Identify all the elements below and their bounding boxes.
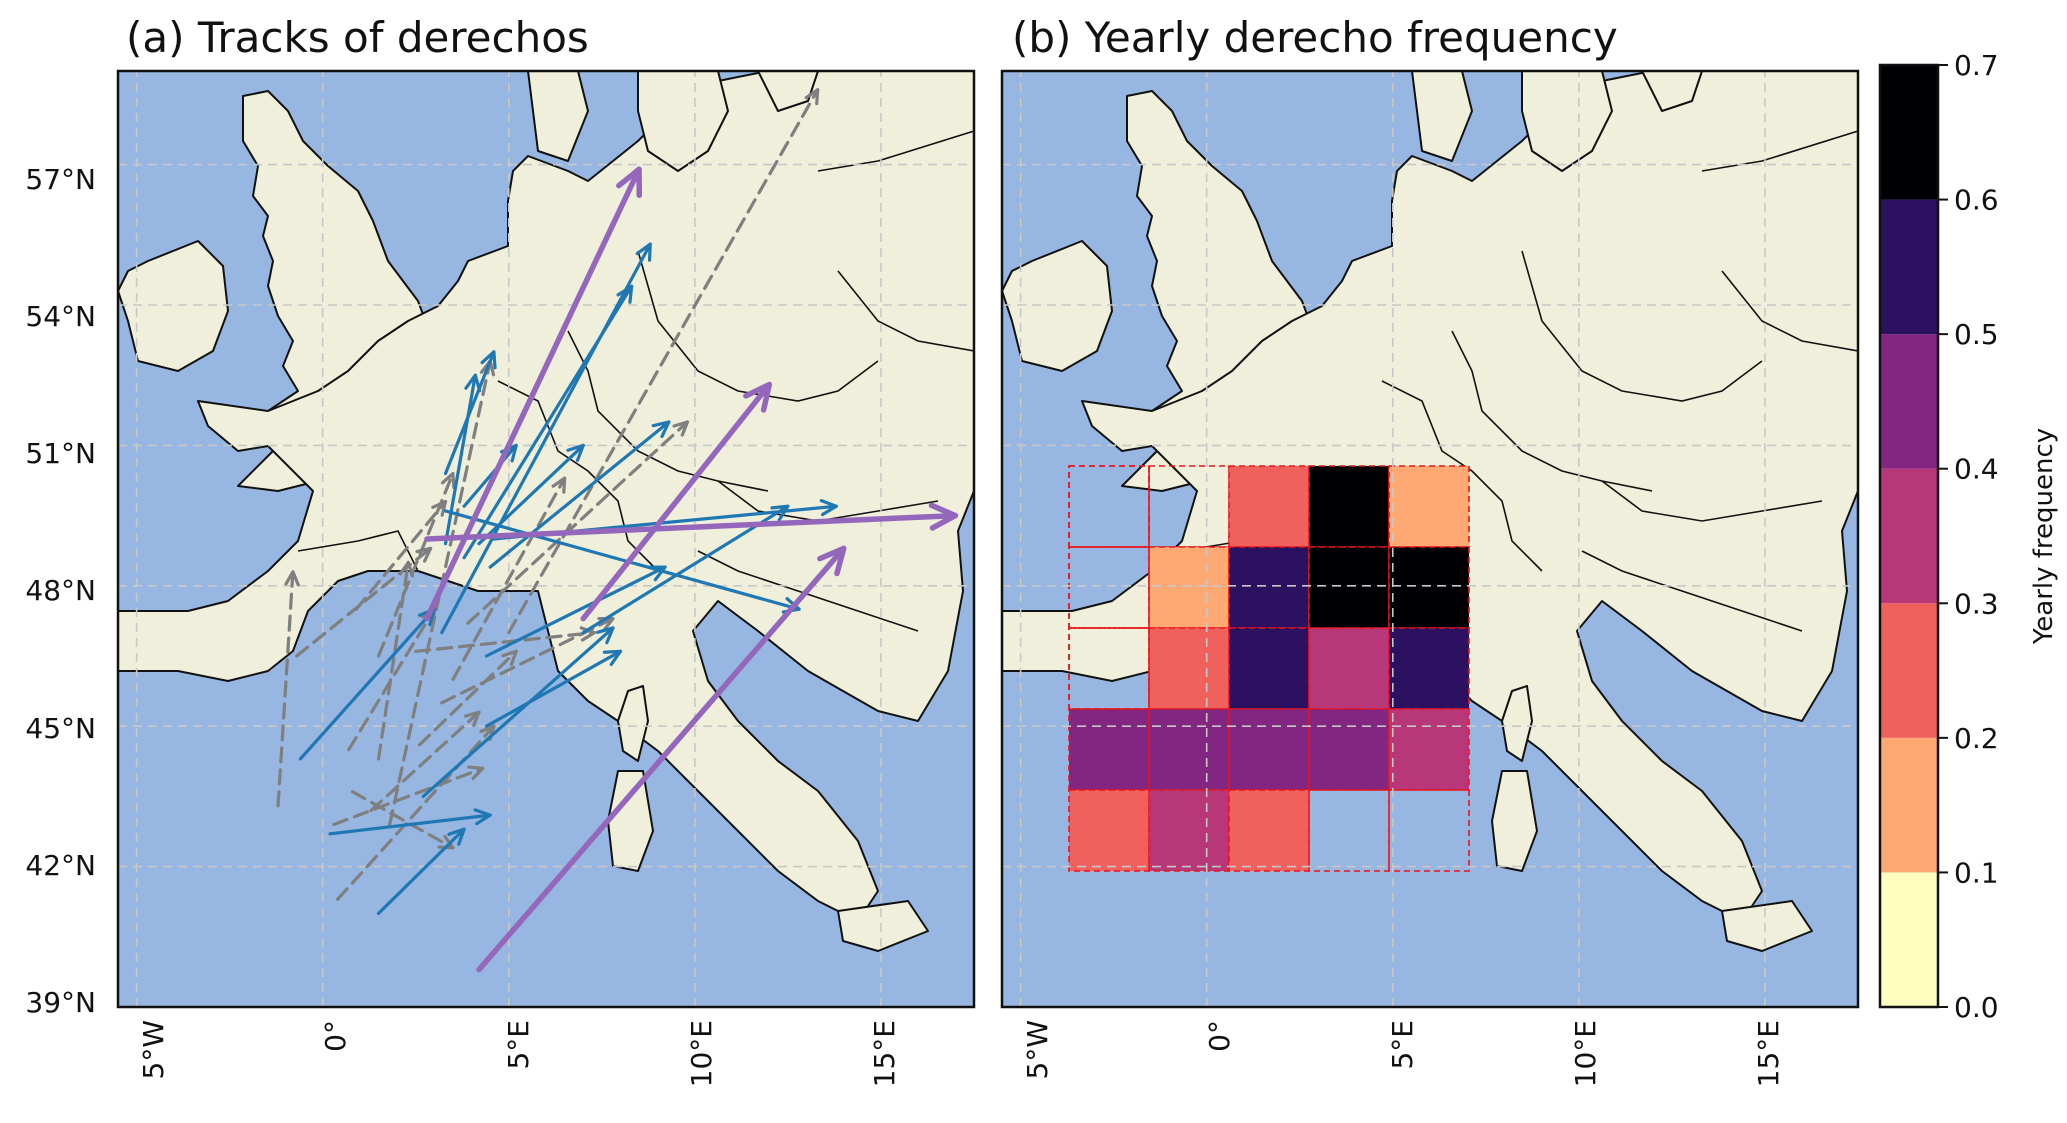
lat-tick: 57°N: [25, 163, 96, 196]
track-gray: [466, 420, 690, 625]
lat-tick-labels: 39°N 42°N 45°N 48°N 51°N 54°N 57°N: [25, 163, 96, 1019]
frequency-cell: [1308, 708, 1390, 791]
frequency-cell: [1148, 627, 1230, 710]
panel-a-frame: [116, 69, 976, 1009]
panel-b-frequency-grid: [1068, 465, 1470, 872]
colorbar-frame: [1878, 63, 1940, 1009]
frequency-cell: [1148, 546, 1230, 629]
panel-b-graticule: [1002, 71, 1858, 1007]
frequency-cell: [1228, 546, 1310, 629]
track-gray: [507, 88, 820, 635]
lat-tick: 42°N: [25, 849, 96, 882]
frequency-cell: [1388, 627, 1470, 710]
colorbar-tick-label: 0.4: [1954, 453, 1999, 486]
frequency-cell: [1308, 546, 1390, 629]
track-blue: [581, 504, 790, 635]
lon-tick: 5°W: [1021, 1020, 1054, 1080]
lon-tick: 15°E: [1752, 1020, 1785, 1087]
colorbar-swatch: [1880, 199, 1938, 335]
colorbar: 0.0 0.1 0.2 0.3 0.4 0.5 0.6 0.7 Yearly frequenc…: [1878, 49, 2059, 1024]
panel-a-tracks: [276, 88, 959, 973]
track-blue: [484, 565, 667, 658]
colorbar-tick-label: 0.5: [1954, 318, 1999, 351]
track-purple: [580, 381, 773, 622]
track-blue: [477, 443, 585, 546]
colorbar-swatch: [1880, 468, 1938, 604]
lat-tick: 45°N: [25, 712, 96, 745]
frequency-cell: [1148, 789, 1230, 872]
frequency-cell: [1388, 789, 1470, 872]
track-blue: [376, 827, 466, 916]
lon-tick: 0°: [1203, 1020, 1236, 1052]
lon-tick-labels-a: 5°W 0° 5°E 10°E 15°E: [137, 1020, 901, 1087]
frequency-cell: [1228, 789, 1310, 872]
colorbar-tick-label: 0.3: [1954, 587, 1999, 620]
frequency-cell: [1388, 708, 1470, 791]
frequency-cell: [1228, 465, 1310, 548]
frequency-cell: [1308, 627, 1390, 710]
lat-tick: 51°N: [25, 437, 96, 470]
track-purple: [476, 545, 847, 973]
colorbar-swatch: [1880, 603, 1938, 738]
lat-tick: 39°N: [25, 986, 96, 1019]
track-blue: [443, 350, 497, 476]
frequency-cell: [1068, 708, 1150, 791]
lon-tick: 15°E: [868, 1020, 901, 1087]
lon-tick-labels-b: 5°W 0° 5°E 10°E 15°E: [1021, 1020, 1785, 1087]
lon-tick: 5°E: [502, 1020, 535, 1070]
track-purple: [424, 502, 959, 542]
colorbar-swatches: [1880, 65, 1938, 1007]
track-gray: [276, 570, 300, 808]
colorbar-tick-label: 0.6: [1954, 184, 1999, 217]
track-gray: [417, 649, 518, 747]
frequency-cell: [1388, 465, 1470, 548]
lon-tick: 5°W: [137, 1020, 170, 1080]
colorbar-tick-label: 0.2: [1954, 722, 1999, 755]
track-gray: [376, 471, 456, 658]
track-blue: [484, 649, 623, 728]
panel-b-frame: [1000, 69, 1860, 1009]
lon-tick: 0°: [319, 1020, 352, 1052]
colorbar-tick-label: 0.1: [1954, 856, 1999, 889]
track-blue: [488, 420, 671, 569]
lon-tick: 5°E: [1386, 1020, 1419, 1070]
frequency-cell: [1148, 708, 1230, 791]
track-blue: [421, 626, 615, 799]
colorbar-ticks: 0.0 0.1 0.2 0.3 0.4 0.5 0.6 0.7: [1938, 49, 1999, 1024]
track-gray: [332, 765, 485, 827]
track-blue: [443, 373, 482, 546]
lat-tick: 54°N: [25, 300, 96, 333]
panel-b-title: (b) Yearly derecho frequency: [1012, 13, 1618, 62]
colorbar-tick-label: 0.7: [1954, 49, 1999, 82]
colorbar-swatch: [1880, 65, 1938, 200]
frequency-cell: [1228, 708, 1310, 791]
lon-tick: 10°E: [1569, 1020, 1602, 1087]
track-blue: [328, 808, 492, 836]
colorbar-tick-label: 0.0: [1954, 991, 1999, 1024]
frequency-cell: [1228, 627, 1310, 710]
track-gray: [295, 546, 433, 658]
frequency-cell: [1308, 465, 1390, 548]
panel-a-title: (a) Tracks of derechos: [126, 13, 589, 62]
colorbar-swatch: [1880, 334, 1938, 469]
track-blue: [440, 242, 652, 635]
colorbar-swatch: [1880, 737, 1938, 873]
colorbar-swatch: [1880, 872, 1938, 1007]
track-purple: [424, 166, 643, 622]
track-gray: [354, 499, 448, 611]
frequency-cell: [1068, 789, 1150, 872]
track-gray: [369, 710, 481, 813]
lat-tick: 48°N: [25, 574, 96, 607]
frequency-cell-empty: [1068, 627, 1150, 710]
panel-b-map: [1000, 69, 1860, 1009]
colorbar-label: Yearly frequency: [2029, 428, 2059, 645]
track-gray: [451, 476, 567, 682]
frequency-cell: [1388, 546, 1470, 629]
track-blue: [462, 284, 634, 560]
lon-tick: 10°E: [685, 1020, 718, 1087]
panel-a-map: [116, 69, 976, 1009]
